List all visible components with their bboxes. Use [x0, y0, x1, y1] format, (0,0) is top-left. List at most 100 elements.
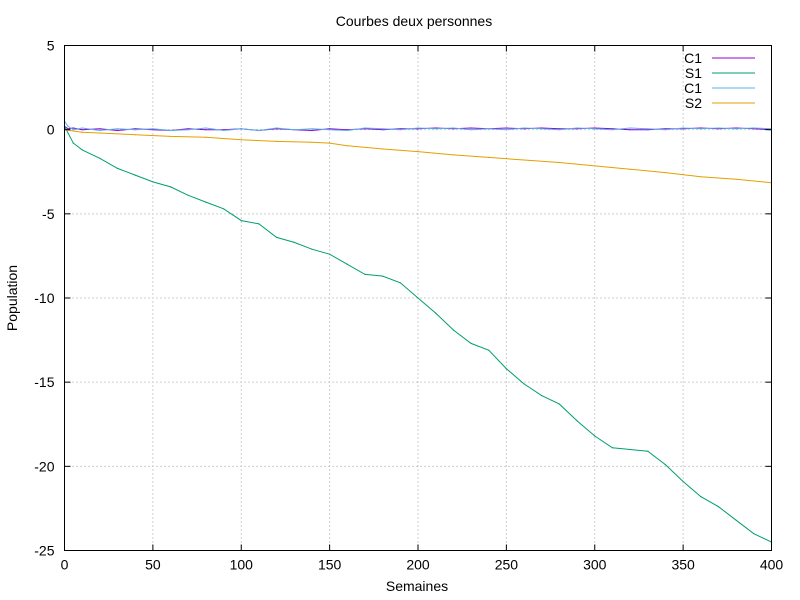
- data-point: [134, 174, 136, 176]
- data-point: [72, 129, 74, 131]
- series-3: [63, 120, 773, 132]
- data-point: [541, 128, 543, 130]
- data-point: [488, 128, 490, 130]
- data-point: [594, 128, 596, 130]
- data-point: [664, 172, 667, 174]
- data-point: [452, 154, 454, 156]
- data-point: [116, 129, 119, 132]
- data-point: [99, 157, 101, 159]
- data-point: [67, 128, 69, 130]
- data-point: [276, 140, 278, 142]
- data-point: [523, 127, 525, 129]
- data-point: [523, 383, 525, 385]
- data-point: [187, 128, 189, 130]
- y-tick-label: -15: [34, 374, 54, 390]
- data-point: [452, 127, 454, 129]
- data-point: [647, 128, 649, 130]
- data-point: [505, 127, 507, 129]
- data-point: [223, 129, 225, 132]
- data-point: [753, 533, 755, 535]
- data-point: [152, 128, 154, 130]
- data-point: [576, 127, 578, 129]
- legend-item: S1: [685, 65, 755, 81]
- data-point: [364, 127, 366, 129]
- data-point: [72, 127, 74, 129]
- y-tick-label: 5: [47, 38, 55, 54]
- data-point: [116, 128, 119, 130]
- data-point: [346, 145, 348, 147]
- data-point: [134, 129, 136, 131]
- data-point: [399, 128, 401, 130]
- data-point: [205, 201, 207, 203]
- series-lines: [63, 120, 773, 543]
- data-point: [134, 128, 136, 130]
- data-point: [152, 129, 154, 131]
- data-point: [223, 208, 225, 210]
- x-tick-label: 50: [145, 557, 161, 573]
- data-point: [293, 129, 295, 131]
- data-point: [558, 128, 561, 130]
- y-tick-label: -5: [42, 206, 55, 222]
- data-point: [81, 149, 83, 151]
- data-point: [717, 506, 720, 508]
- data-point: [594, 435, 596, 437]
- legend-item: S2: [685, 95, 755, 111]
- x-tick-label: 350: [671, 557, 695, 573]
- data-point: [152, 181, 154, 183]
- data-point: [170, 129, 172, 132]
- data-point: [682, 480, 684, 483]
- data-point: [505, 129, 507, 131]
- data-point: [611, 128, 614, 130]
- data-point: [364, 273, 366, 275]
- data-point: [488, 156, 490, 158]
- data-point: [311, 129, 313, 132]
- data-point: [647, 450, 649, 452]
- data-point: [717, 127, 720, 129]
- data-point: [99, 129, 101, 132]
- data-point: [329, 128, 331, 130]
- data-point: [417, 151, 419, 153]
- data-point: [116, 167, 119, 169]
- data-point: [276, 127, 278, 129]
- data-point: [470, 129, 472, 131]
- data-point: [187, 129, 189, 131]
- data-point: [700, 128, 702, 130]
- y-tick-label: 0: [47, 122, 55, 138]
- y-tick-label: -10: [34, 290, 54, 306]
- data-point: [170, 135, 172, 137]
- data-point: [311, 128, 313, 130]
- data-point: [611, 129, 614, 131]
- data-point: [452, 329, 454, 331]
- data-point: [382, 275, 384, 277]
- data-point: [558, 403, 561, 405]
- data-point: [311, 141, 313, 143]
- data-point: [735, 178, 737, 180]
- data-point: [541, 395, 543, 397]
- data-point: [382, 128, 384, 130]
- y-tick-label: -20: [34, 458, 54, 474]
- data-point: [99, 128, 101, 130]
- data-point: [753, 127, 755, 129]
- data-point: [488, 349, 490, 351]
- legend-label: C1: [684, 50, 702, 66]
- data-point: [611, 447, 614, 449]
- data-point: [99, 132, 101, 134]
- data-point: [81, 127, 83, 129]
- data-point: [187, 194, 189, 196]
- data-point: [258, 129, 260, 132]
- data-point: [67, 125, 69, 127]
- data-point: [205, 127, 207, 129]
- series-2: [63, 125, 773, 543]
- y-axis-label: Population: [4, 265, 20, 331]
- data-point: [293, 241, 295, 243]
- data-point: [470, 127, 472, 129]
- chart-title: Courbes deux personnes: [336, 13, 492, 29]
- x-tick-label: 400: [760, 557, 784, 573]
- data-point: [134, 134, 136, 136]
- data-point: [594, 165, 596, 167]
- series-4: [63, 129, 773, 184]
- data-point: [470, 342, 472, 344]
- x-axis-label: Semaines: [386, 578, 448, 594]
- x-tick-label: 150: [318, 557, 342, 573]
